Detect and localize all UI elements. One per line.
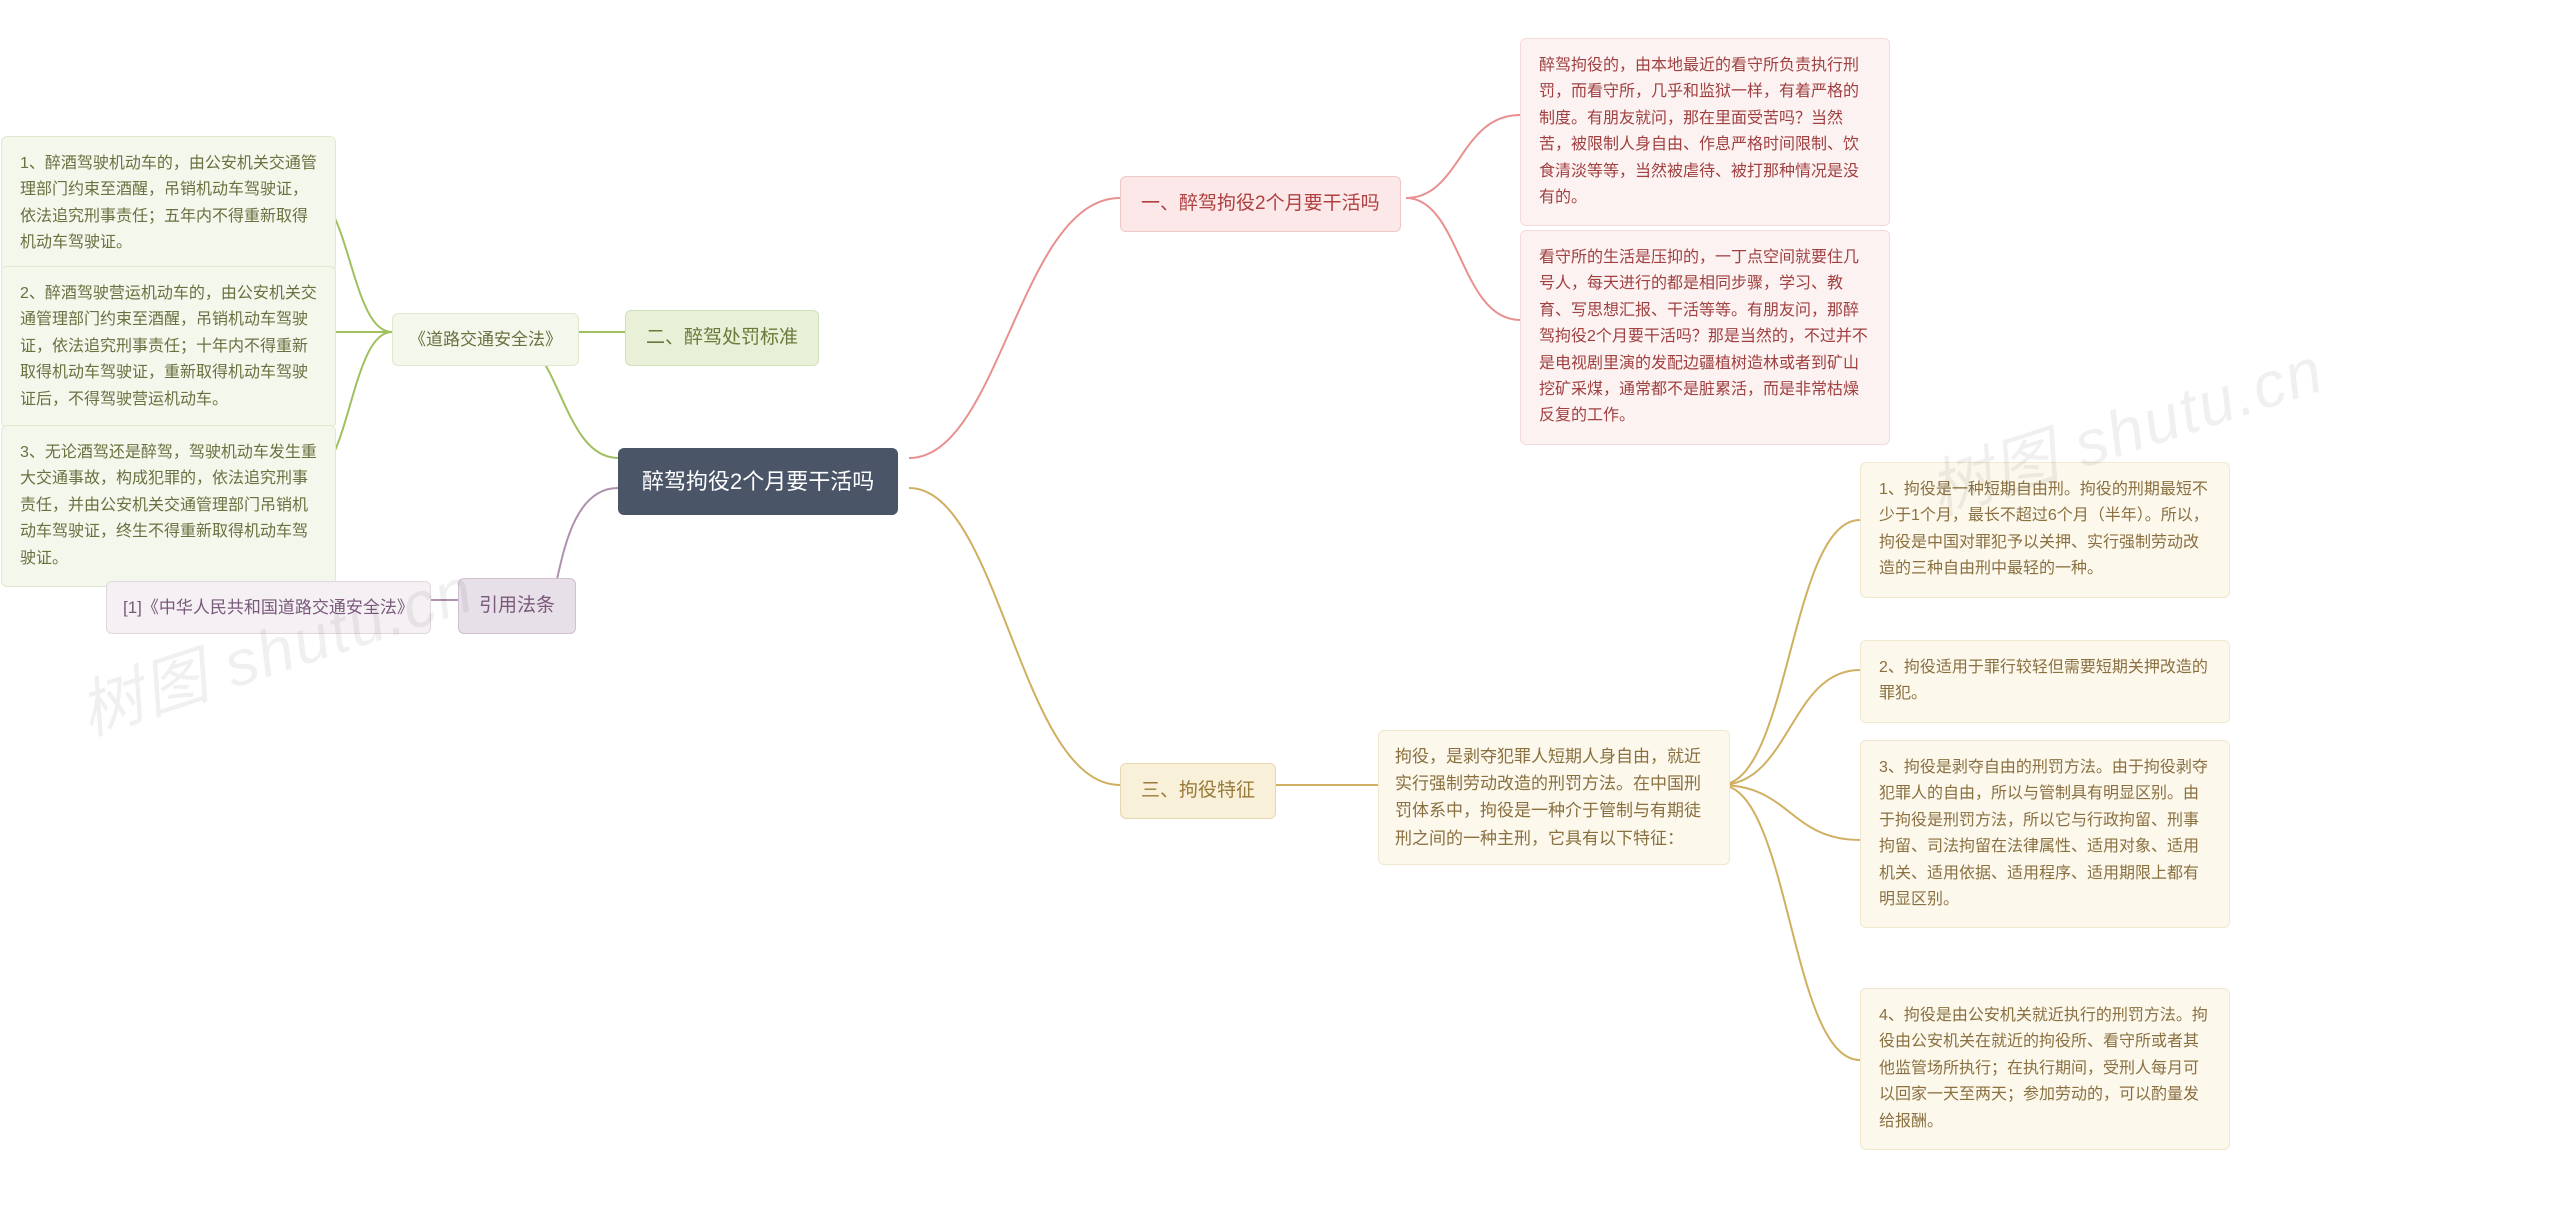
section-3[interactable]: 三、拘役特征 <box>1120 763 1276 819</box>
mindmap-canvas: 醉驾拘役2个月要干活吗 一、醉驾拘役2个月要干活吗 醉驾拘役的，由本地最近的看守… <box>0 0 2560 1228</box>
section-1[interactable]: 一、醉驾拘役2个月要干活吗 <box>1120 176 1401 232</box>
s1-leaf-a-text: 醉驾拘役的，由本地最近的看守所负责执行刑罚，而看守所，几乎和监狱一样，有着严格的… <box>1539 57 1859 206</box>
s3-leaf-b-text: 2、拘役适用于罪行较轻但需要短期关押改造的罪犯。 <box>1879 659 2208 702</box>
section-3-mid[interactable]: 拘役，是剥夺犯罪人短期人身自由，就近实行强制劳动改造的刑罚方法。在中国刑罚体系中… <box>1378 730 1730 865</box>
section-2-leaf-c[interactable]: 3、无论酒驾还是醉驾，驾驶机动车发生重大交通事故，构成犯罪的，依法追究刑事责任，… <box>1 425 336 587</box>
s2-mid-text: 《道路交通安全法》 <box>409 330 562 349</box>
section-3-label: 三、拘役特征 <box>1141 780 1255 801</box>
s3-leaf-c-text: 3、拘役是剥夺自由的刑罚方法。由于拘役剥夺犯罪人的自由，所以与管制具有明显区别。… <box>1879 759 2208 908</box>
root-node[interactable]: 醉驾拘役2个月要干活吗 <box>618 448 898 515</box>
section-1-leaf-b[interactable]: 看守所的生活是压抑的，一丁点空间就要住几号人，每天进行的都是相同步骤，学习、教育… <box>1520 230 1890 445</box>
section-3-leaf-b[interactable]: 2、拘役适用于罪行较轻但需要短期关押改造的罪犯。 <box>1860 640 2230 723</box>
section-2[interactable]: 二、醉驾处罚标准 <box>625 310 819 366</box>
section-2-leaf-b[interactable]: 2、醉酒驾驶营运机动车的，由公安机关交通管理部门约束至酒醒，吊销机动车驾驶证，依… <box>1 266 336 428</box>
section-3-leaf-c[interactable]: 3、拘役是剥夺自由的刑罚方法。由于拘役剥夺犯罪人的自由，所以与管制具有明显区别。… <box>1860 740 2230 928</box>
s3-leaf-a-text: 1、拘役是一种短期自由刑。拘役的刑期最短不少于1个月，最长不超过6个月（半年）。… <box>1879 481 2209 577</box>
section-4-label: 引用法条 <box>479 595 555 616</box>
s2-leaf-b-text: 2、醉酒驾驶营运机动车的，由公安机关交通管理部门约束至酒醒，吊销机动车驾驶证，依… <box>20 285 317 408</box>
section-3-leaf-d[interactable]: 4、拘役是由公安机关就近执行的刑罚方法。拘役由公安机关在就近的拘役所、看守所或者… <box>1860 988 2230 1150</box>
s1-leaf-b-text: 看守所的生活是压抑的，一丁点空间就要住几号人，每天进行的都是相同步骤，学习、教育… <box>1539 249 1868 424</box>
section-2-mid[interactable]: 《道路交通安全法》 <box>392 313 579 366</box>
s2-leaf-a-text: 1、醉酒驾驶机动车的，由公安机关交通管理部门约束至酒醒，吊销机动车驾驶证，依法追… <box>20 155 317 251</box>
section-2-label: 二、醉驾处罚标准 <box>646 327 798 348</box>
section-4-leaf[interactable]: [1]《中华人民共和国道路交通安全法》 <box>106 581 431 634</box>
s2-leaf-c-text: 3、无论酒驾还是醉驾，驾驶机动车发生重大交通事故，构成犯罪的，依法追究刑事责任，… <box>20 444 317 567</box>
section-2-leaf-a[interactable]: 1、醉酒驾驶机动车的，由公安机关交通管理部门约束至酒醒，吊销机动车驾驶证，依法追… <box>1 136 336 272</box>
section-1-leaf-a[interactable]: 醉驾拘役的，由本地最近的看守所负责执行刑罚，而看守所，几乎和监狱一样，有着严格的… <box>1520 38 1890 226</box>
section-3-leaf-a[interactable]: 1、拘役是一种短期自由刑。拘役的刑期最短不少于1个月，最长不超过6个月（半年）。… <box>1860 462 2230 598</box>
section-4[interactable]: 引用法条 <box>458 578 576 634</box>
root-label: 醉驾拘役2个月要干活吗 <box>642 469 874 494</box>
section-1-label: 一、醉驾拘役2个月要干活吗 <box>1141 193 1380 214</box>
s3-leaf-d-text: 4、拘役是由公安机关就近执行的刑罚方法。拘役由公安机关在就近的拘役所、看守所或者… <box>1879 1007 2208 1130</box>
s4-leaf-text: [1]《中华人民共和国道路交通安全法》 <box>123 598 414 617</box>
s3-mid-text: 拘役，是剥夺犯罪人短期人身自由，就近实行强制劳动改造的刑罚方法。在中国刑罚体系中… <box>1395 747 1701 848</box>
